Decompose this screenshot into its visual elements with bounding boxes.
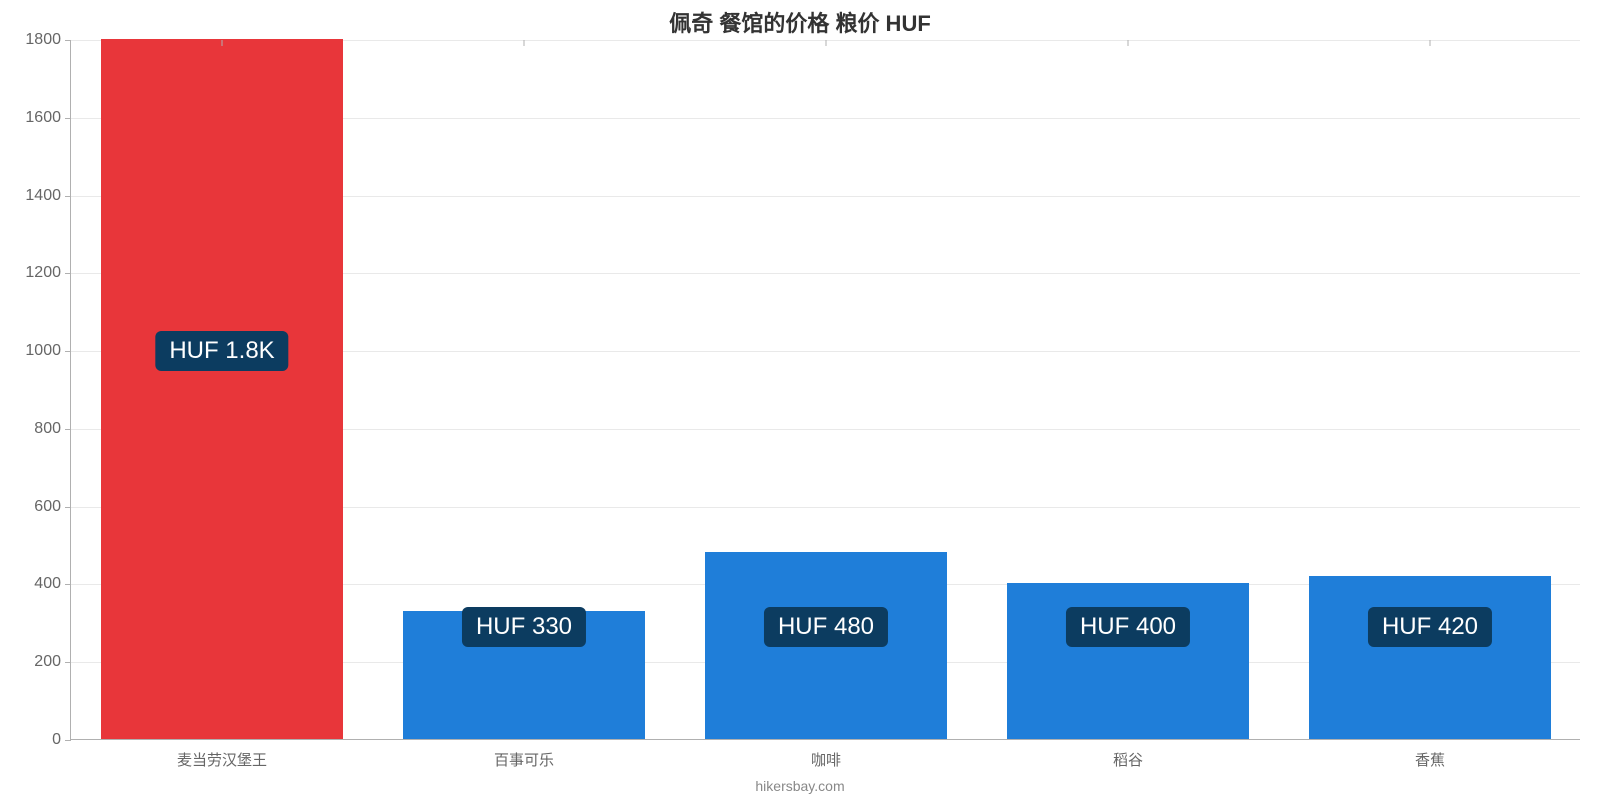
y-tick-mark [65,351,71,352]
x-tick-mark [524,40,525,46]
value-badge: HUF 480 [764,607,888,647]
y-tick-label: 1600 [25,109,61,127]
y-tick-mark [65,507,71,508]
x-tick-mark [1430,40,1431,46]
x-tick-mark [826,40,827,46]
x-tick-label: 咖啡 [811,749,841,770]
y-tick-mark [65,584,71,585]
x-tick-label: 香蕉 [1415,749,1445,770]
x-tick-label: 稻谷 [1113,749,1143,770]
x-tick-label: 百事可乐 [494,749,554,770]
y-tick-label: 800 [34,420,61,438]
y-tick-mark [65,740,71,741]
y-tick-label: 1400 [25,187,61,205]
y-tick-label: 1800 [25,31,61,49]
chart-credit: hikersbay.com [0,778,1600,794]
y-tick-label: 0 [52,731,61,749]
plot-area: 020040060080010001200140016001800麦当劳汉堡王H… [70,40,1580,740]
y-tick-label: 400 [34,575,61,593]
y-tick-mark [65,429,71,430]
y-tick-label: 200 [34,653,61,671]
bar [101,39,343,739]
y-tick-mark [65,273,71,274]
value-badge: HUF 1.8K [155,331,288,371]
y-tick-label: 600 [34,498,61,516]
y-tick-mark [65,40,71,41]
chart-title: 佩奇 餐馆的价格 粮价 HUF [0,6,1600,38]
bar-chart: 佩奇 餐馆的价格 粮价 HUF 020040060080010001200140… [0,0,1600,800]
y-tick-mark [65,196,71,197]
y-tick-mark [65,662,71,663]
x-tick-mark [1128,40,1129,46]
y-tick-label: 1000 [25,342,61,360]
y-tick-mark [65,118,71,119]
y-tick-label: 1200 [25,264,61,282]
value-badge: HUF 400 [1066,607,1190,647]
x-tick-mark [222,40,223,46]
value-badge: HUF 420 [1368,607,1492,647]
value-badge: HUF 330 [462,607,586,647]
x-tick-label: 麦当劳汉堡王 [177,749,267,770]
bar [1309,576,1551,739]
